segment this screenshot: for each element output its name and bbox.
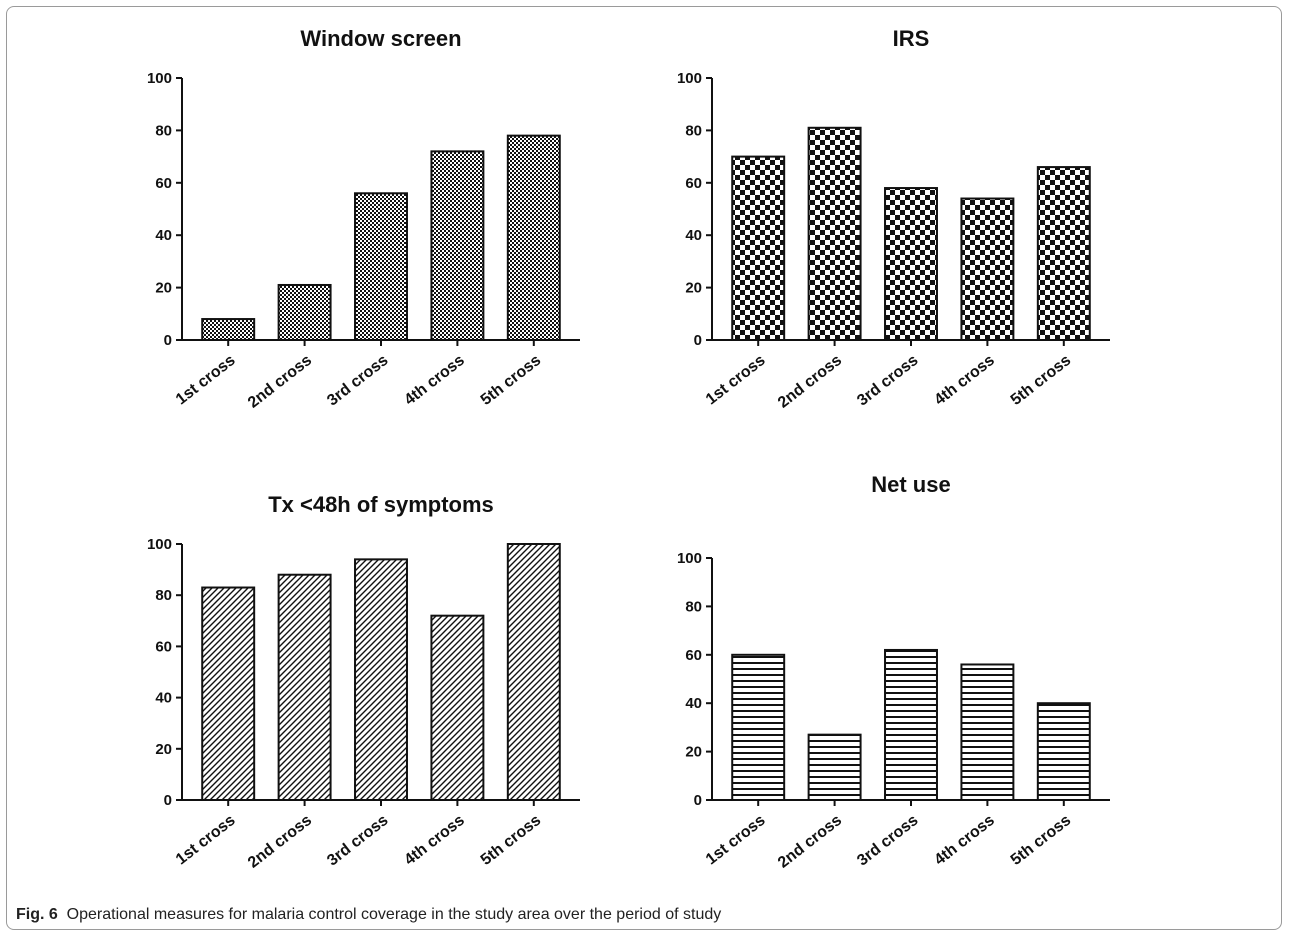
y-tick-label: 100 [677, 70, 702, 87]
x-tick-label: 1st cross [173, 352, 239, 409]
x-tick-label: 4th cross [931, 352, 998, 409]
chart-title: Window screen [300, 26, 461, 51]
y-tick-label: 60 [685, 647, 702, 664]
bar-1st-cross [201, 318, 256, 342]
bar-2nd-cross [807, 126, 862, 341]
chart-title: IRS [893, 26, 930, 51]
x-tick-label: 2nd cross [245, 812, 315, 872]
bar-1st-cross [731, 653, 786, 801]
x-tick-label: 3rd cross [324, 352, 391, 410]
y-tick-label: 80 [685, 122, 702, 139]
chart-irs: IRS 0 20 40 60 80 100 1st cross 2nd cross 3rd cro… [650, 10, 1170, 450]
chart-svg: IRS 0 20 40 60 80 100 1st cross 2nd cross 3rd cro… [677, 26, 1110, 412]
bar-3rd-cross [884, 648, 938, 801]
bar-1st-cross [201, 586, 256, 801]
chart-tx-48h-symptoms: Tx <48h of symptoms 0 20 40 60 80 100 1st cross… [120, 470, 640, 910]
y-tick-label: 20 [155, 280, 172, 297]
figure-frame [6, 6, 1282, 930]
bar-4th-cross [960, 197, 1015, 341]
y-tick-label: 100 [147, 536, 172, 553]
y-tick-label: 40 [155, 690, 172, 707]
y-tick-label: 100 [677, 550, 702, 567]
y-tick-label: 20 [685, 280, 702, 297]
figure-caption: Fig. 6 Operational measures for malaria … [16, 906, 721, 924]
x-tick-label: 5th cross [1008, 352, 1075, 409]
x-tick-label: 1st cross [173, 812, 239, 869]
y-tick-label: 80 [155, 587, 172, 604]
chart-svg: Tx <48h of symptoms 0 20 40 60 80 100 1st cross… [147, 492, 580, 872]
x-tick-label: 2nd cross [775, 352, 845, 412]
bar-3rd-cross [884, 187, 938, 341]
x-tick-label: 4th cross [931, 812, 998, 869]
x-tick-label: 3rd cross [324, 812, 391, 870]
x-tick-label: 4th cross [401, 812, 468, 869]
bar-2nd-cross [277, 573, 332, 801]
bar-1st-cross [731, 155, 786, 341]
x-tick-label: 1st cross [703, 352, 769, 409]
caption-label: Fig. 6 [16, 906, 58, 923]
x-tick-label: 2nd cross [245, 352, 315, 412]
bar-3rd-cross [354, 192, 408, 341]
y-tick-label: 40 [685, 695, 702, 712]
x-tick-label: 5th cross [478, 352, 545, 409]
x-tick-label: 5th cross [478, 812, 545, 869]
y-tick-label: 60 [155, 638, 172, 655]
y-tick-label: 40 [155, 227, 172, 244]
x-tick-label: 4th cross [401, 352, 468, 409]
x-tick-label: 3rd cross [854, 812, 921, 870]
y-tick-label: 80 [685, 598, 702, 615]
chart-window-screen: Window screen 0 20 40 60 80 100 1st cross 2nd cr… [120, 10, 640, 450]
y-tick-label: 20 [685, 744, 702, 761]
x-tick-label: 1st cross [703, 812, 769, 869]
bar-3rd-cross [354, 558, 408, 801]
y-tick-label: 0 [164, 792, 172, 809]
y-tick-label: 0 [694, 792, 702, 809]
bar-4th-cross [960, 663, 1015, 801]
chart-net-use: Net use 0 20 40 60 80 100 1st cross 2nd cross 3rd… [650, 470, 1170, 910]
chart-svg: Net use 0 20 40 60 80 100 1st cross 2nd cross 3rd… [677, 472, 1110, 872]
y-tick-label: 80 [155, 122, 172, 139]
y-tick-label: 60 [685, 175, 702, 192]
bar-5th-cross [506, 543, 561, 801]
bar-5th-cross [506, 134, 561, 341]
x-tick-label: 3rd cross [854, 352, 921, 410]
chart-title: Net use [871, 472, 950, 497]
y-tick-label: 60 [155, 175, 172, 192]
chart-title: Tx <48h of symptoms [268, 492, 494, 517]
x-tick-label: 2nd cross [775, 812, 845, 872]
bar-5th-cross [1036, 702, 1091, 801]
chart-svg: Window screen 0 20 40 60 80 100 1st cross 2nd cr… [147, 26, 580, 412]
y-tick-label: 20 [155, 741, 172, 758]
x-tick-label: 5th cross [1008, 812, 1075, 869]
bar-4th-cross [430, 150, 485, 341]
caption-text: Operational measures for malaria control… [66, 906, 722, 923]
bar-2nd-cross [807, 733, 862, 801]
bar-4th-cross [430, 614, 485, 801]
y-tick-label: 0 [164, 332, 172, 349]
y-tick-label: 0 [694, 332, 702, 349]
y-tick-label: 100 [147, 70, 172, 87]
bar-5th-cross [1036, 166, 1091, 341]
bar-2nd-cross [277, 283, 332, 342]
y-tick-label: 40 [685, 227, 702, 244]
